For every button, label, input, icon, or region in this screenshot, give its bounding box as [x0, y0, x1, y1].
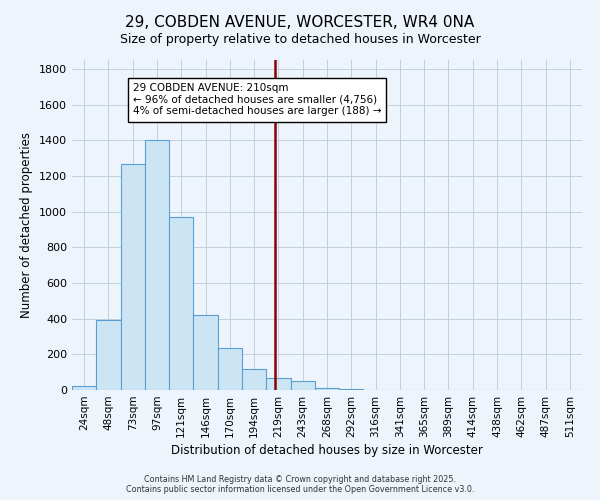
Bar	[169, 217, 193, 390]
Bar	[339, 389, 364, 390]
Bar	[96, 320, 121, 390]
Text: Contains HM Land Registry data © Crown copyright and database right 2025.
Contai: Contains HM Land Registry data © Crown c…	[126, 474, 474, 494]
X-axis label: Distribution of detached houses by size in Worcester: Distribution of detached houses by size …	[171, 444, 483, 457]
Bar	[145, 140, 169, 390]
Bar	[218, 348, 242, 390]
Bar	[193, 315, 218, 390]
Text: 29 COBDEN AVENUE: 210sqm
← 96% of detached houses are smaller (4,756)
4% of semi: 29 COBDEN AVENUE: 210sqm ← 96% of detach…	[133, 83, 381, 116]
Bar	[266, 378, 290, 390]
Text: 29, COBDEN AVENUE, WORCESTER, WR4 0NA: 29, COBDEN AVENUE, WORCESTER, WR4 0NA	[125, 15, 475, 30]
Bar	[290, 381, 315, 390]
Bar	[315, 388, 339, 390]
Bar	[242, 370, 266, 390]
Text: Size of property relative to detached houses in Worcester: Size of property relative to detached ho…	[119, 32, 481, 46]
Y-axis label: Number of detached properties: Number of detached properties	[20, 132, 34, 318]
Bar	[72, 386, 96, 390]
Bar	[121, 164, 145, 390]
